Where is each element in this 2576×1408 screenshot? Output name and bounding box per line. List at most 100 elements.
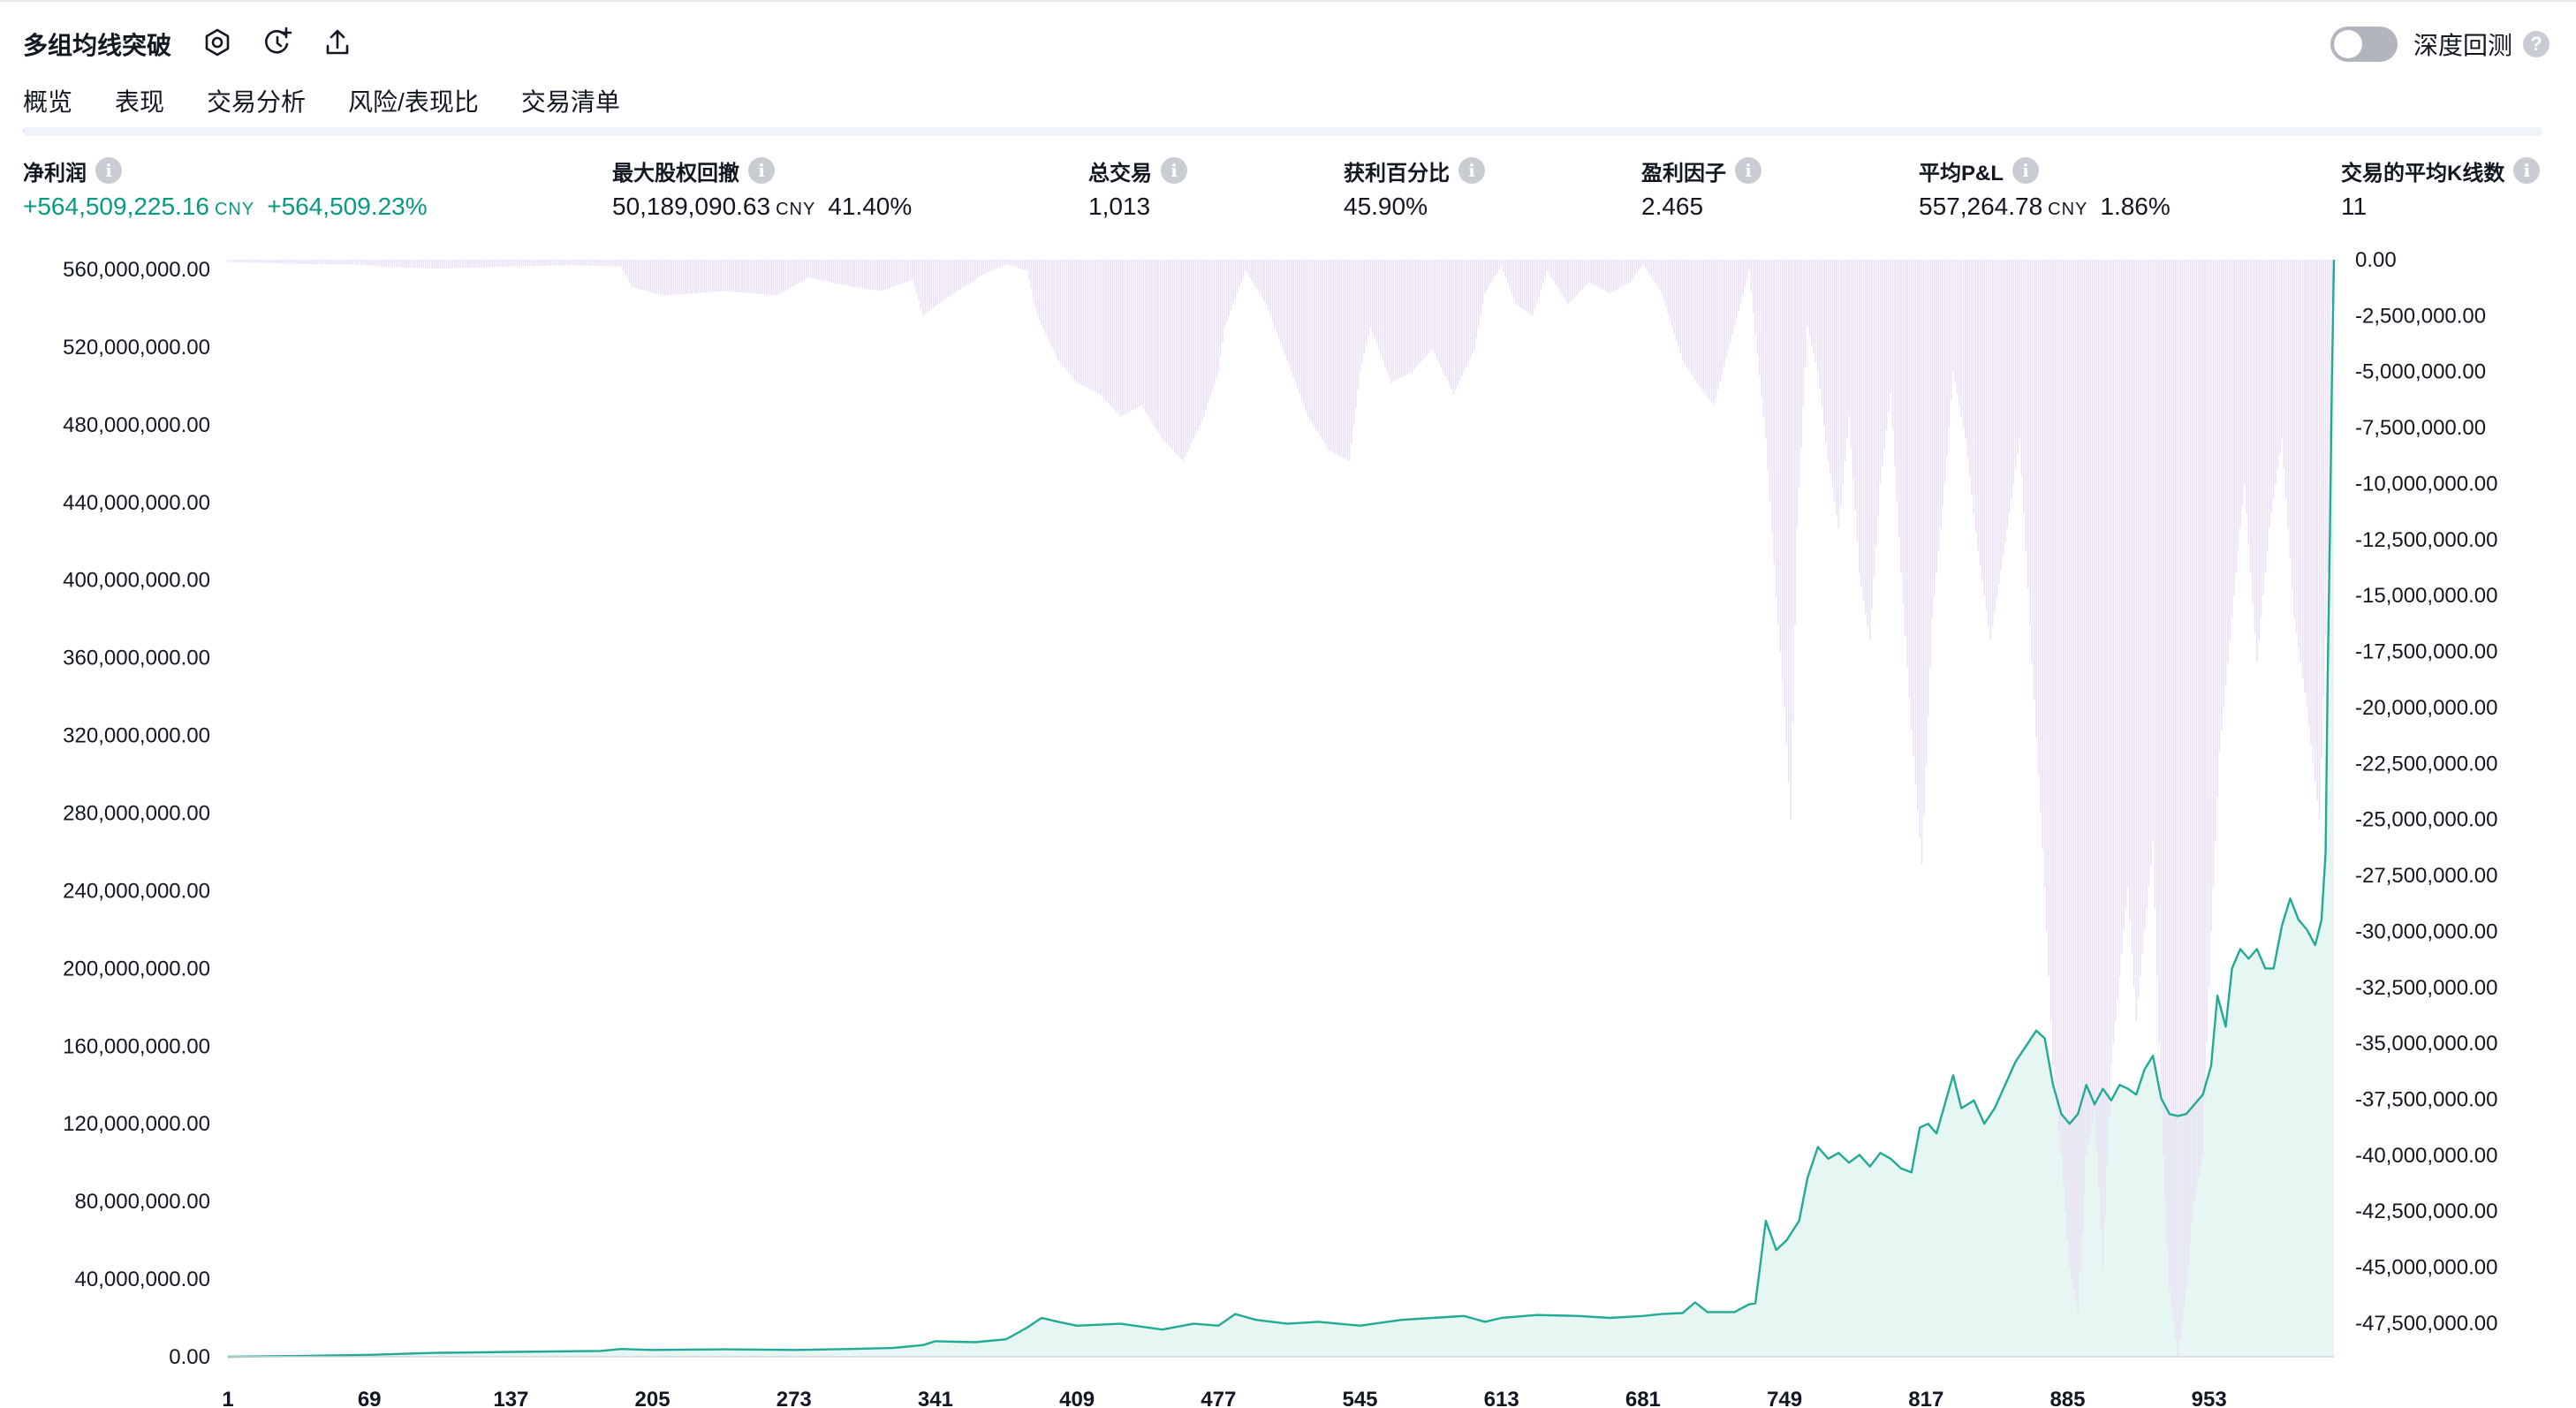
info-icon[interactable]: i <box>1161 157 1187 184</box>
drawdown-bar <box>1176 260 1178 455</box>
drawdown-bar <box>2148 260 2150 887</box>
drawdown-bar <box>1929 260 1931 668</box>
tab-trade-list[interactable]: 交易清单 <box>520 88 620 116</box>
tab-risk-ratios[interactable]: 风险/表现比 <box>348 88 479 116</box>
drawdown-bar <box>1788 260 1790 783</box>
drawdown-bar <box>751 260 754 294</box>
drawdown-bar <box>1417 260 1420 366</box>
drawdown-bar <box>1449 260 1451 385</box>
add-alert-icon[interactable] <box>260 25 295 60</box>
drawdown-bar <box>1457 260 1458 385</box>
drawdown-bar <box>1257 260 1259 291</box>
y-left-tick-label: 200,000,000.00 <box>63 957 210 980</box>
drawdown-bar <box>321 260 322 265</box>
tab-trade-analysis[interactable]: 交易分析 <box>207 88 307 116</box>
drawdown-bar <box>912 260 913 280</box>
drawdown-bar <box>1365 260 1368 345</box>
drawdown-bar <box>1552 260 1555 282</box>
metric-label: 总交易 <box>1088 161 1152 185</box>
drawdown-bar <box>2081 260 2083 1234</box>
drawdown-bar <box>974 260 976 280</box>
info-icon[interactable]: i <box>95 157 122 184</box>
drawdown-bar <box>864 260 866 289</box>
drawdown-bar <box>1219 260 1222 357</box>
drawdown-bar <box>757 260 760 294</box>
drawdown-bar <box>883 260 884 291</box>
drawdown-bar <box>2169 260 2171 1290</box>
drawdown-bar <box>1549 260 1550 275</box>
drawdown-bar <box>1808 260 1811 337</box>
drawdown-bar <box>920 260 922 309</box>
drawdown-bar <box>1725 260 1727 359</box>
drawdown-bar <box>1180 260 1182 459</box>
tab-performance[interactable]: 表现 <box>115 88 165 116</box>
info-icon[interactable]: i <box>2513 157 2541 184</box>
drawdown-bar <box>1049 260 1051 343</box>
drawdown-bar <box>737 260 739 292</box>
drawdown-bar <box>269 260 270 263</box>
drawdown-bar <box>966 260 968 285</box>
drawdown-bar <box>1578 260 1580 293</box>
help-icon[interactable]: ? <box>2523 31 2549 57</box>
drawdown-bar <box>1140 260 1142 405</box>
drawdown-bar <box>2322 260 2324 697</box>
drawdown-bar <box>1271 260 1274 322</box>
drawdown-bar <box>239 260 241 262</box>
drawdown-bar <box>1931 260 1934 618</box>
drawdown-bar <box>1655 260 1656 284</box>
drawdown-bar <box>428 260 431 269</box>
drawdown-bar <box>603 260 606 267</box>
info-icon[interactable]: i <box>748 157 775 184</box>
drawdown-bar <box>2198 260 2200 1178</box>
drawdown-bar <box>1954 260 1957 383</box>
drawdown-bar <box>1352 260 1355 426</box>
export-icon[interactable] <box>320 25 355 60</box>
drawdown-bar <box>539 260 542 266</box>
drawdown-bar <box>468 260 471 268</box>
drawdown-bar <box>2106 260 2108 1167</box>
equity-drawdown-chart[interactable]: 0.00 40,000,000.00 80,000,000.00 120,000,00… <box>0 249 2576 1408</box>
settings-icon[interactable] <box>200 25 235 60</box>
drawdown-bar <box>941 260 943 302</box>
drawdown-bar <box>312 260 314 265</box>
drawdown-bar <box>1730 260 1731 343</box>
drawdown-bar <box>1584 260 1586 287</box>
drawdown-bar <box>2083 260 2086 1195</box>
drawdown-bar <box>1985 260 1988 611</box>
drawdown-bar <box>360 260 362 265</box>
drawdown-bar <box>722 260 724 291</box>
drawdown-bar <box>2206 260 2209 1044</box>
drawdown-bar <box>716 260 718 292</box>
drawdown-bar <box>549 260 551 266</box>
drawdown-bar <box>583 260 585 266</box>
drawdown-bar <box>678 260 680 295</box>
drawdown-bar <box>1188 260 1191 448</box>
info-icon[interactable]: i <box>1458 157 1485 184</box>
drawdown-bar <box>525 260 527 267</box>
drawdown-bar <box>2065 260 2066 1212</box>
drawdown-bar <box>1432 260 1434 350</box>
drawdown-bar <box>1973 260 1975 514</box>
info-icon[interactable]: i <box>2012 157 2039 184</box>
y-left-tick-label: 320,000,000.00 <box>63 724 210 748</box>
metric-currency: CNY <box>214 200 255 219</box>
drawdown-bar <box>281 260 283 264</box>
drawdown-bar <box>853 260 855 288</box>
drawdown-bar <box>1640 260 1642 268</box>
drawdown-bar <box>1656 260 1659 287</box>
drawdown-bar <box>256 260 258 263</box>
drawdown-bar <box>718 260 720 291</box>
drawdown-bar <box>418 260 420 269</box>
drawdown-bar <box>2123 260 2125 932</box>
drawdown-bar <box>314 260 316 265</box>
deep-backtest-toggle[interactable] <box>2330 26 2398 62</box>
drawdown-bar <box>2177 260 2179 1357</box>
drawdown-bar <box>591 260 594 266</box>
drawdown-bar <box>1710 260 1713 403</box>
drawdown-bar <box>2208 260 2210 988</box>
info-icon[interactable]: i <box>1735 157 1762 184</box>
drawdown-bar <box>1921 260 1923 865</box>
drawdown-bar <box>227 260 229 262</box>
drawdown-bar <box>1856 260 1859 542</box>
drawdown-bar <box>1975 260 1977 533</box>
